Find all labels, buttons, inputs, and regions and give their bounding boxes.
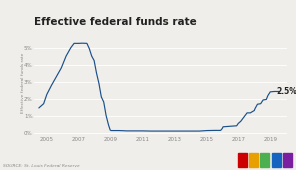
Bar <box>283 153 292 167</box>
Text: 2.5%: 2.5% <box>277 87 296 96</box>
Bar <box>238 153 247 167</box>
Text: SOURCE: St. Louis Federal Reserve: SOURCE: St. Louis Federal Reserve <box>3 164 80 168</box>
Bar <box>249 153 258 167</box>
Bar <box>260 153 269 167</box>
Bar <box>272 153 281 167</box>
Text: Effective federal funds rate: Effective federal funds rate <box>34 17 197 27</box>
Y-axis label: Effective federal funds rate: Effective federal funds rate <box>21 53 25 114</box>
